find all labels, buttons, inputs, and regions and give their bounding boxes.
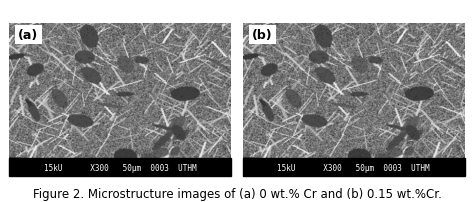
Bar (9, 158, 231, 176)
Text: Figure 2. Microstructure images of (a) 0 wt.% Cr and (b) 0.15 wt.%Cr.: Figure 2. Microstructure images of (a) 0… (33, 187, 441, 200)
Text: 15kU      X300   50μm  0003  UTHM: 15kU X300 50μm 0003 UTHM (44, 163, 197, 172)
Text: (a): (a) (18, 29, 38, 42)
Bar (243, 158, 465, 176)
Text: (b): (b) (252, 29, 273, 42)
Text: 15kU      X300   50μm  0003  UTHM: 15kU X300 50μm 0003 UTHM (277, 163, 430, 172)
